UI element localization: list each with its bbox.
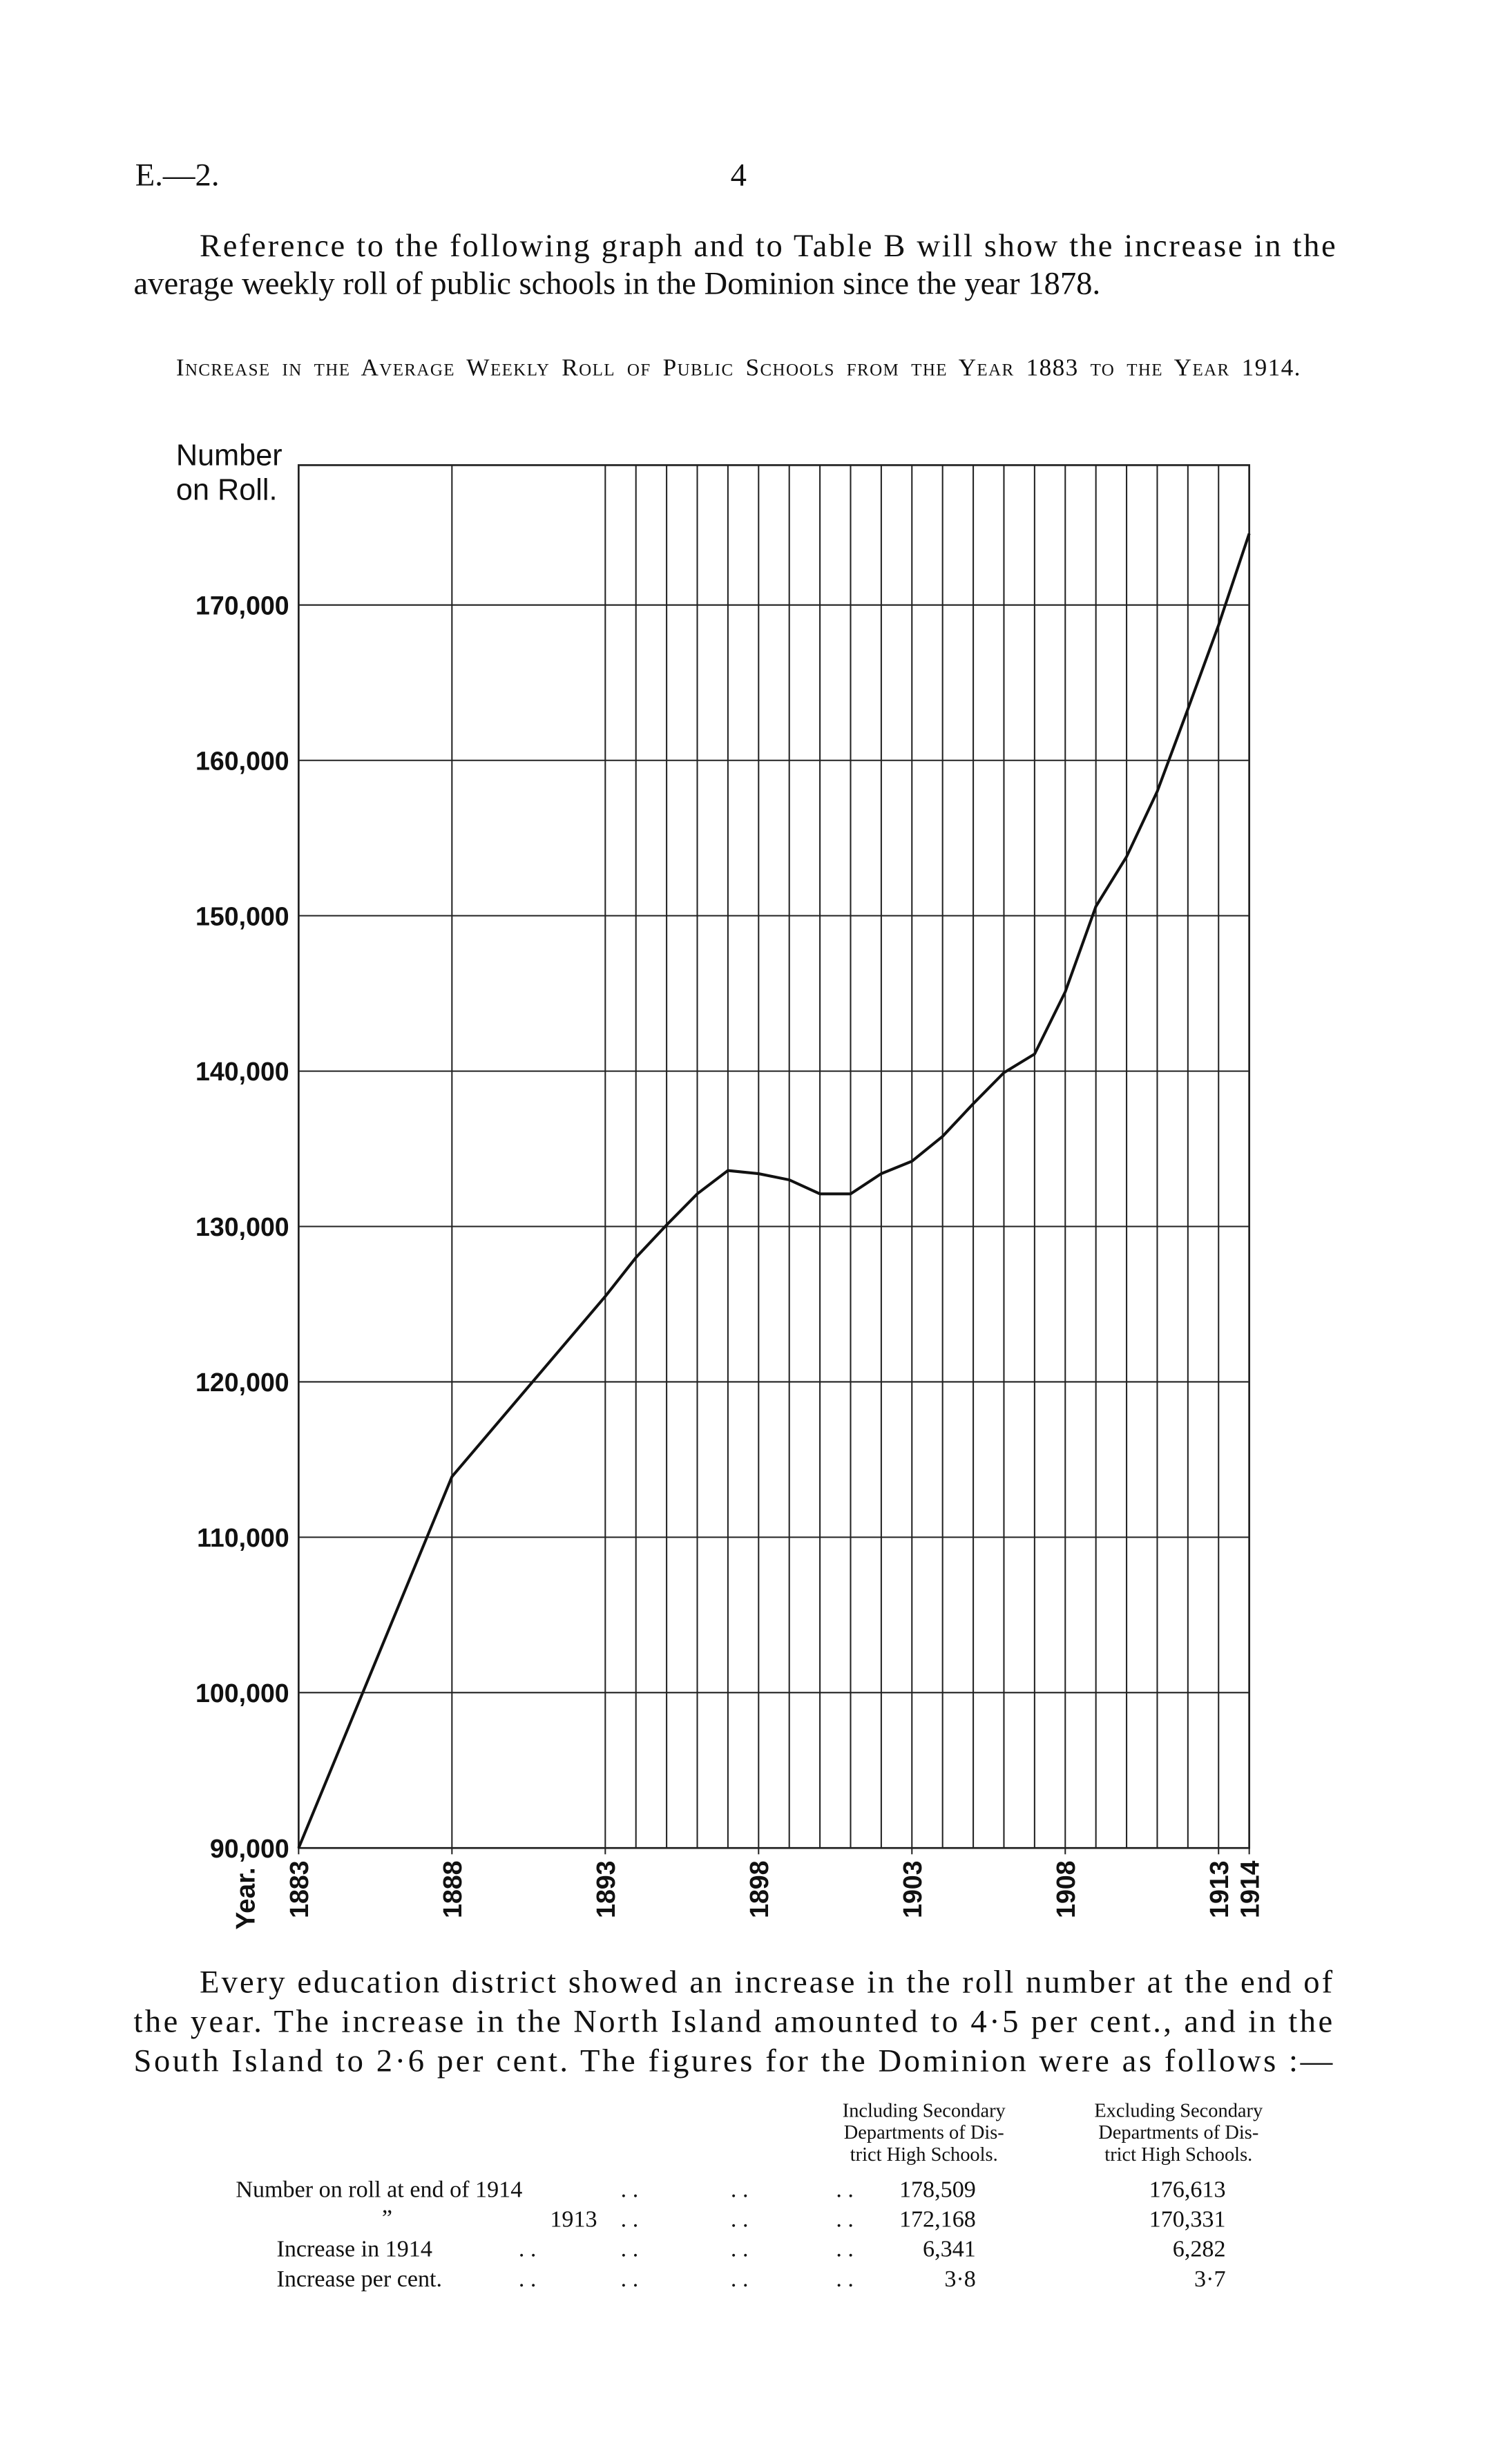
x-tick-label: 1898 [745, 1860, 774, 1918]
row-label: Number on roll at end of 1914 [236, 2177, 522, 2202]
page-code: E.—2. [135, 157, 220, 193]
y-tick-label: 170,000 [195, 591, 289, 620]
cell-value: 3·7 [1194, 2266, 1225, 2292]
y-tick-label: 110,000 [197, 1523, 289, 1552]
leader-dots: . . [621, 2206, 639, 2232]
cell-value: 6,282 [1173, 2237, 1226, 2262]
leader-dots: . . [836, 2237, 854, 2262]
leader-dots: . . [621, 2237, 639, 2262]
cell-value: 170,331 [1149, 2206, 1226, 2232]
ditto-mark: „ [382, 2193, 392, 2218]
column-header: Departments of Dis- [844, 2122, 1004, 2143]
leader-dots: . . [621, 2266, 639, 2292]
chart: 90,000 100,000 110,000 120,000 130,000 140,00… [195, 464, 1264, 1918]
data-line [297, 533, 1251, 1849]
column-header: trict High Schools. [850, 2144, 998, 2166]
column-header: Excluding Secondary [1094, 2100, 1263, 2121]
leader-dots: . . [731, 2177, 749, 2202]
y-label-box: Number on Roll. [175, 439, 282, 508]
x-tick-label: 1914 [1235, 1860, 1264, 1918]
paragraph-line: Reference to the following graph and to … [200, 228, 1336, 264]
column-header: trict High Schools. [1104, 2144, 1252, 2166]
leader-dots: . . [621, 2177, 639, 2202]
cell-value: 172,168 [899, 2206, 976, 2232]
column-header: Including Secondary [843, 2100, 1006, 2121]
cell-value: 3·8 [944, 2266, 975, 2292]
chart-title-box: Increase in the Average Weekly Roll of P… [175, 355, 1301, 382]
y-axis-label: Number on Roll. [175, 439, 282, 508]
leader-dots: . . [731, 2266, 749, 2292]
row-label: 1913 [550, 2206, 597, 2232]
y-tick-label: 150,000 [195, 901, 289, 930]
cell-value: 178,509 [899, 2177, 976, 2202]
x-tick-label: 1913 [1205, 1860, 1234, 1918]
cell-value: 176,613 [1149, 2177, 1226, 2202]
x-axis-label: Year. [231, 1867, 261, 1929]
x-tick-label: 1888 [438, 1860, 467, 1918]
row-label: Increase per cent. [277, 2266, 443, 2292]
chart-title: Increase in the Average Weekly Roll of P… [175, 355, 1301, 382]
leader-dots: . . [836, 2177, 854, 2202]
paragraph-line: Every education district showed an incre… [200, 1965, 1333, 2000]
leader-dots: . . [519, 2237, 537, 2262]
y-tick-label: 120,000 [195, 1368, 289, 1397]
leader-dots: . . [836, 2266, 854, 2292]
paragraph-line: average weekly roll of public schools in… [133, 265, 1100, 301]
y-tick-label: 130,000 [195, 1212, 289, 1241]
paragraph-line: the year. The increase in the North Isla… [133, 2003, 1332, 2039]
x-tick-label: 1883 [285, 1860, 314, 1918]
leader-dots: . . [731, 2237, 749, 2262]
x-tick-label: 1908 [1051, 1860, 1080, 1918]
leader-dots: . . [519, 2266, 537, 2292]
column-header: Departments of Dis- [1098, 2122, 1258, 2143]
leader-dots: . . [836, 2206, 854, 2232]
leader-dots: . . [731, 2206, 749, 2232]
x-tick-label: 1903 [898, 1860, 927, 1918]
page-number: 4 [731, 157, 747, 193]
y-tick-label: 100,000 [195, 1679, 289, 1708]
y-tick-label: 90,000 [210, 1834, 289, 1863]
y-tick-label: 160,000 [195, 746, 289, 775]
cell-value: 6,341 [923, 2237, 976, 2262]
x-tick-label: 1893 [591, 1860, 620, 1918]
y-tick-label: 140,000 [195, 1057, 289, 1086]
row-label: Increase in 1914 [277, 2237, 432, 2262]
